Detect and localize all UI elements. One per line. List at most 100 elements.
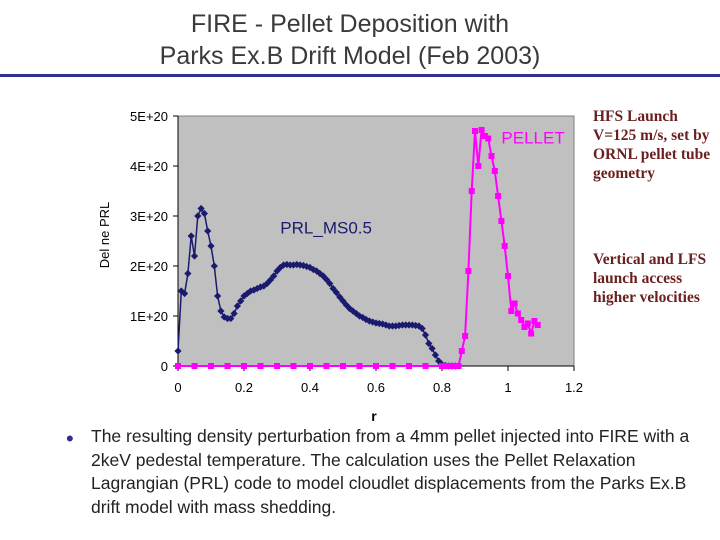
pellet-point [175,363,181,369]
pellet-point [458,348,465,354]
pellet-point [208,363,214,369]
pellet-point [455,363,462,369]
prl-point [217,307,225,315]
x-tick-label: 1.2 [565,380,583,395]
y-tick-label: 1E+20 [130,309,168,324]
prl-point [395,321,403,330]
pellet-point [468,188,475,194]
plot-area [177,115,575,367]
pellet-point [481,133,488,139]
pellet-point [528,330,535,337]
prl-point [204,227,212,235]
pellet-point [445,363,452,369]
pellet-point [491,168,498,174]
x-tick-label: 0.6 [367,380,385,395]
y-tick-label: 2E+20 [130,259,168,274]
prl-point [412,321,420,330]
pellet-point [191,363,198,369]
pellet-point [488,153,495,159]
y-axis-label: Del ne PRL [97,202,112,268]
prl-point [283,260,291,269]
prl-point [214,292,222,300]
slide-title-line1: FIRE - Pellet Deposition with [190,10,510,38]
pellet-point [511,300,518,307]
pellet-point [508,308,515,314]
title-rule [0,74,720,77]
pellet-point [501,243,508,249]
prl-point [375,319,383,328]
prl-point [207,242,215,250]
prl-point [392,322,400,330]
prl-point [316,269,324,278]
prl-point [379,320,387,328]
pellet-point [323,363,330,369]
hfs-launch-note: HFS Launch V=125 m/s, set by ORNL pellet… [593,108,711,182]
prl-point [296,261,304,269]
pellet-point [452,363,459,369]
prl-point [181,289,189,298]
pellet-point [521,324,528,330]
prl-point [365,317,373,325]
prl-point [276,263,284,272]
labels-group: PRL_MS0.5 PELLET [280,129,564,238]
pellet-point [439,363,445,369]
pellet-point [518,317,525,323]
pellet-point [462,333,469,339]
pellet-point [307,363,313,369]
prl-point [237,297,245,305]
pellet-point [472,128,478,134]
pellet-point [485,135,492,142]
x-tick-label: 0 [174,380,181,395]
prl-point [230,309,238,318]
prl-point [431,351,439,359]
pellet-point [524,320,531,327]
pellet-point [475,163,482,169]
vertical-lfs-note: Vertical and LFS launch access higher ve… [593,251,707,306]
y-tick-label: 4E+20 [130,159,168,174]
pellet-point [534,322,541,328]
series-label-0: PRL_MS0.5 [280,219,372,238]
prl-point [326,279,334,288]
prl-point [194,212,202,220]
prl-point [332,288,340,297]
series-group [174,126,541,370]
x-tick-label: 0.2 [235,380,253,395]
bullet-text: The resulting density perturbation from … [91,426,690,517]
prl-point [428,344,436,353]
pellet-point [356,363,363,369]
prl-point [184,269,192,278]
prl-point [200,209,208,218]
prl-point [266,276,274,284]
prl-point [359,313,367,322]
pellet-point [241,363,247,369]
y-tick-label: 5E+20 [130,109,168,124]
pellet-point [422,363,429,369]
prl-point [299,261,307,270]
prl-point [260,282,268,290]
pellet-point [465,268,472,274]
prl-point [197,204,205,213]
prl-point [342,301,350,309]
x-tick-label: 0.4 [301,380,319,395]
prl-point [349,307,357,315]
bullet-icon: • [66,426,74,451]
x-tick-label: 1 [504,380,511,395]
slide-title-line2: Parks Ex.B Drift Model (Feb 2003) [159,42,541,70]
prl-point [418,324,426,333]
pellet-point [290,363,297,369]
prl-point [425,339,433,348]
prl-point [174,347,182,355]
prl-point [313,267,321,275]
pellet-point [498,218,505,224]
prl-point [233,302,241,310]
prl-point [187,232,195,240]
pellet-point [274,363,280,369]
prl-point [293,260,301,269]
pellet-point [389,363,396,369]
prl-point [329,284,337,293]
prl-point [280,261,288,269]
prl-point [336,293,344,301]
pellet-point [448,363,455,369]
pellet-point [257,363,264,369]
pellet-point [373,363,379,369]
